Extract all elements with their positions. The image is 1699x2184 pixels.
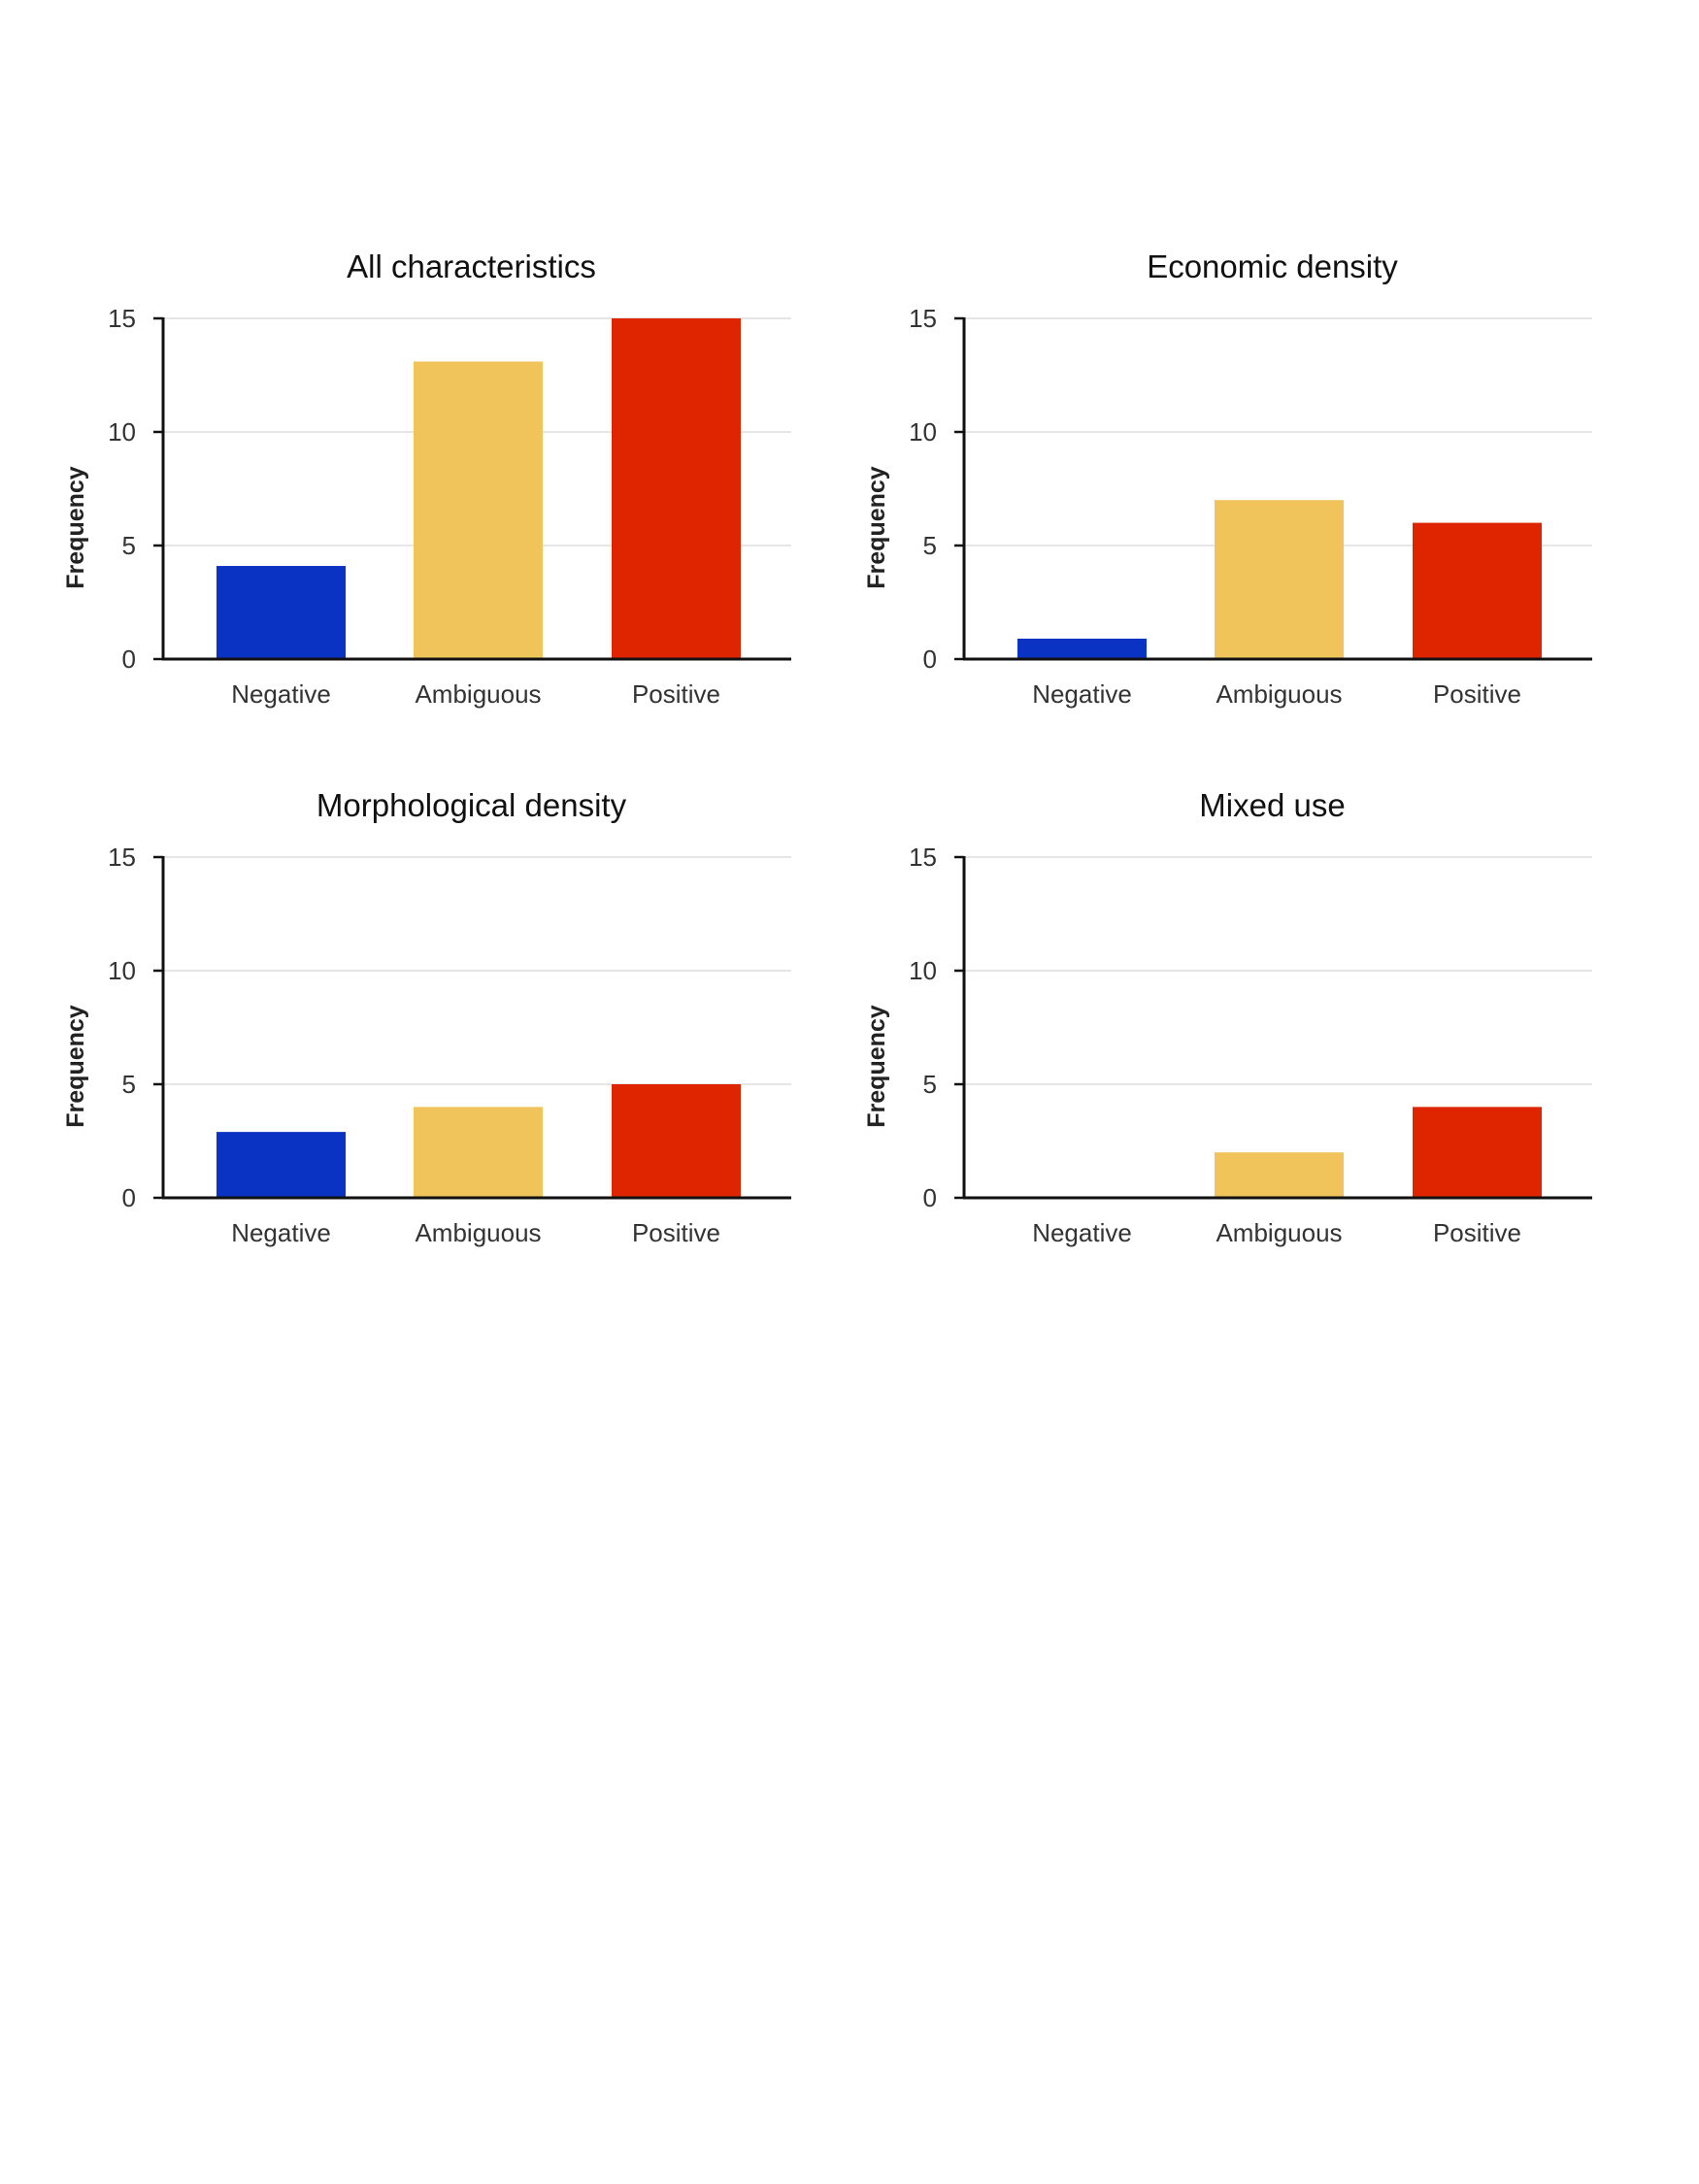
x-tick-label: Ambiguous xyxy=(415,679,541,709)
y-axis-label: Frequency xyxy=(863,1005,890,1128)
chart-panel-3: 0 5 10 15 Negative Ambiguous Positive Morpholog… xyxy=(62,787,791,1247)
y-tick-label: 15 xyxy=(909,843,937,872)
y-tick-label: 0 xyxy=(923,645,937,674)
y-tick-label: 15 xyxy=(909,304,937,333)
y-tick-label: 15 xyxy=(108,304,136,333)
bar-positive xyxy=(612,318,741,659)
chart-panel-1: 0 5 10 15 Negative Ambiguous Positive All chara… xyxy=(62,248,791,709)
y-tick-label: 10 xyxy=(909,956,937,985)
bar-positive xyxy=(612,1084,741,1198)
chart-title: Morphological density xyxy=(316,787,627,823)
y-axis-label: Frequency xyxy=(62,466,89,589)
y-tick-label: 5 xyxy=(923,1070,937,1099)
bar-positive xyxy=(1413,522,1542,659)
y-tick-label: 0 xyxy=(122,1183,136,1212)
x-tick-label: Negative xyxy=(1032,1218,1132,1247)
y-tick-label: 5 xyxy=(122,531,136,560)
chart-panel-2: 0 5 10 15 Negative Ambiguous Positive Economic … xyxy=(863,248,1592,709)
y-tick-label: 10 xyxy=(909,417,937,447)
y-tick-label: 15 xyxy=(108,843,136,872)
y-tick-label: 0 xyxy=(923,1183,937,1212)
x-tick-label: Positive xyxy=(632,679,720,709)
x-tick-label: Ambiguous xyxy=(415,1218,541,1247)
bar-ambiguous xyxy=(414,361,543,659)
x-tick-label: Positive xyxy=(632,1218,720,1247)
y-tick-label: 10 xyxy=(108,417,136,447)
x-tick-label: Negative xyxy=(1032,679,1132,709)
bar-ambiguous xyxy=(414,1107,543,1198)
chart-panel-4: 0 5 10 15 Negative Ambiguous Positive Mixed use… xyxy=(863,787,1592,1247)
bar-ambiguous xyxy=(1215,500,1344,659)
bar-negative xyxy=(1017,638,1147,659)
x-tick-label: Ambiguous xyxy=(1216,679,1342,709)
bar-positive xyxy=(1413,1107,1542,1198)
chart-title: Mixed use xyxy=(1199,787,1345,823)
bar-negative xyxy=(217,566,346,659)
chart-title: All characteristics xyxy=(347,248,596,284)
x-tick-label: Ambiguous xyxy=(1216,1218,1342,1247)
y-tick-label: 5 xyxy=(122,1070,136,1099)
y-axis-label: Frequency xyxy=(62,1005,89,1128)
y-axis-label: Frequency xyxy=(863,466,890,589)
y-tick-label: 0 xyxy=(122,645,136,674)
x-tick-label: Positive xyxy=(1433,679,1521,709)
y-tick-label: 10 xyxy=(108,956,136,985)
bar-negative xyxy=(217,1132,346,1198)
x-tick-label: Positive xyxy=(1433,1218,1521,1247)
x-tick-label: Negative xyxy=(231,1218,331,1247)
chart-title: Economic density xyxy=(1147,248,1398,284)
bar-ambiguous xyxy=(1215,1152,1344,1198)
x-tick-label: Negative xyxy=(231,679,331,709)
y-tick-label: 5 xyxy=(923,531,937,560)
